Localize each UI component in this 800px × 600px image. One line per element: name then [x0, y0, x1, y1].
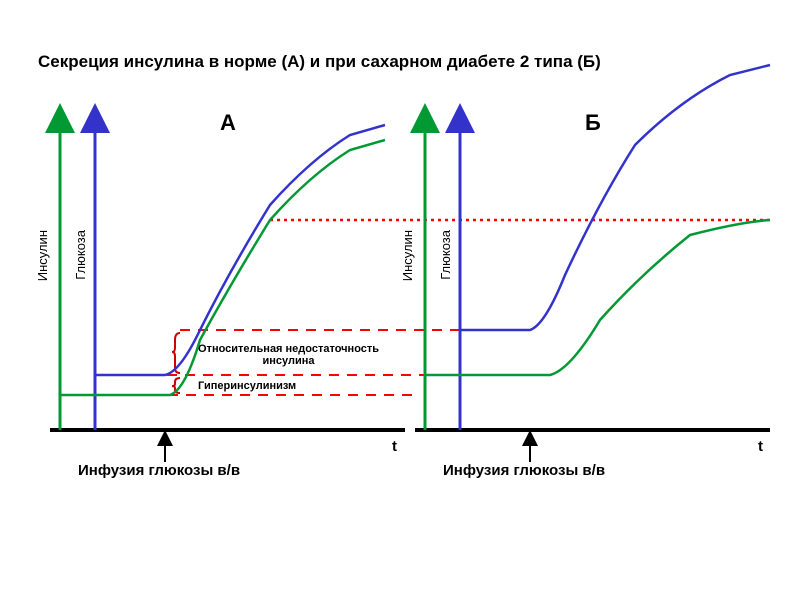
glucose-curve-a	[95, 125, 385, 375]
insulin-curve-a	[60, 140, 385, 395]
chart-svg	[0, 0, 800, 600]
glucose-curve-b	[460, 65, 770, 330]
insulin-curve-b	[425, 220, 770, 375]
